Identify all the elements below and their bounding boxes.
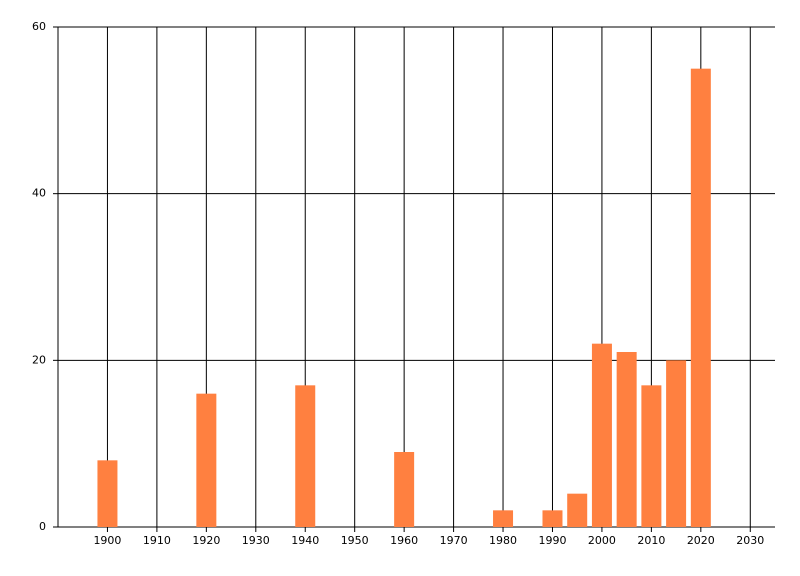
bar [394, 452, 415, 527]
bar [616, 352, 637, 527]
x-tick-label: 1900 [93, 534, 121, 547]
x-tick-label: 1920 [192, 534, 220, 547]
x-tick-label: 2010 [637, 534, 665, 547]
bar [690, 68, 711, 528]
x-tick-label: 1950 [341, 534, 369, 547]
y-tick-label: 20 [32, 353, 46, 366]
y-tick-label: 60 [32, 20, 46, 33]
x-tick-label: 1930 [242, 534, 270, 547]
x-tick-label: 2020 [687, 534, 715, 547]
bar [567, 493, 588, 527]
x-tick-label: 1990 [538, 534, 566, 547]
x-tick-label: 1910 [143, 534, 171, 547]
bar [591, 343, 612, 527]
x-tick-label: 1980 [489, 534, 517, 547]
x-tick-label: 2030 [736, 534, 764, 547]
bar [641, 385, 662, 527]
bar [493, 510, 514, 527]
bar [666, 360, 687, 527]
bar [542, 510, 563, 527]
bar [295, 385, 316, 527]
y-tick-label: 0 [39, 520, 46, 533]
x-tick-label: 1940 [291, 534, 319, 547]
x-tick-label: 1960 [390, 534, 418, 547]
x-tick-label: 2000 [588, 534, 616, 547]
bar [196, 393, 217, 527]
bar [97, 460, 118, 527]
x-tick-label: 1970 [440, 534, 468, 547]
y-tick-label: 40 [32, 187, 46, 200]
